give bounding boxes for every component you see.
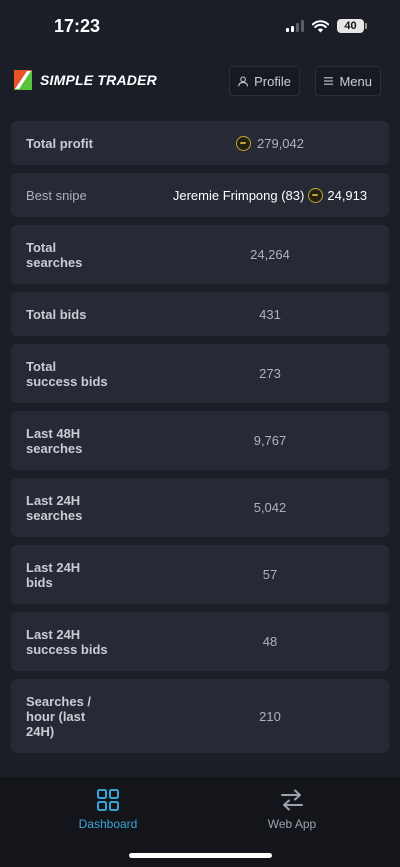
menu-label: Menu — [339, 73, 372, 89]
app-header: SIMPLE TRADER Profile Menu — [0, 54, 400, 108]
stat-total-bids: Total bids 431 — [11, 292, 389, 336]
stat-value-text: 279,042 — [257, 135, 304, 151]
nav-dashboard[interactable]: Dashboard — [48, 789, 168, 831]
nav-web-app-label: Web App — [267, 817, 317, 831]
stat-label: Last 24H bids — [26, 559, 81, 590]
stat-last-24h-searches: Last 24H searches 5,042 — [11, 478, 389, 537]
hamburger-icon — [324, 77, 334, 85]
stat-value: 210 — [259, 708, 281, 724]
cellular-signal-icon — [286, 20, 304, 32]
nav-dashboard-label: Dashboard — [78, 817, 138, 831]
stat-value: 431 — [259, 306, 281, 322]
stat-label: Total searches — [26, 239, 83, 270]
stat-label: Searches / hour (last 24H) — [26, 693, 92, 739]
status-time: 17:23 — [54, 16, 101, 36]
stat-last-24h-bids: Last 24H bids 57 — [11, 545, 389, 604]
stat-label: Best snipe — [26, 187, 87, 203]
stat-searches-per-hour: Searches / hour (last 24H) 210 — [11, 679, 389, 753]
menu-button[interactable]: Menu — [315, 66, 381, 96]
stat-last-24h-success-bids: Last 24H success bids 48 — [11, 612, 389, 671]
swap-arrows-icon — [281, 789, 303, 811]
brand-name: SIMPLE TRADER — [40, 72, 157, 88]
profile-label: Profile — [254, 73, 291, 89]
logo-icon — [14, 70, 32, 90]
stat-last-48h-searches: Last 48H searches 9,767 — [11, 411, 389, 470]
profile-button[interactable]: Profile — [229, 66, 300, 96]
nav-web-app[interactable]: Web App — [232, 789, 352, 831]
stat-label: Last 24H searches — [26, 492, 83, 523]
coin-icon — [308, 187, 324, 203]
coin-icon — [236, 135, 251, 151]
home-indicator — [129, 853, 272, 858]
status-bar: 17:23 40 — [0, 0, 400, 54]
stat-value: Jeremie Frimpong (83) 24,913 — [151, 187, 389, 203]
status-icons: 40 — [286, 19, 367, 33]
stat-total-success-bids: Total success bids 273 — [11, 344, 389, 403]
stat-value-text: 24,913 — [327, 187, 368, 203]
stat-label: Total profit — [26, 135, 93, 151]
dashboard-icon — [97, 789, 119, 811]
bottom-nav: Dashboard Web App — [0, 777, 400, 867]
stat-value: 57 — [262, 567, 278, 582]
stat-total-searches: Total searches 24,264 — [11, 225, 389, 284]
best-snipe-player: Jeremie Frimpong (83) — [172, 187, 305, 203]
stat-value: 24,264 — [250, 247, 290, 262]
stat-value: 273 — [259, 366, 281, 381]
stat-value: 9,767 — [253, 433, 287, 448]
user-icon — [238, 76, 248, 86]
stat-value: 279,042 — [151, 135, 389, 151]
stat-value: 5,042 — [253, 500, 287, 515]
stat-label: Last 48H searches — [26, 425, 83, 456]
stat-value: 48 — [262, 634, 278, 649]
brand[interactable]: SIMPLE TRADER — [12, 68, 157, 92]
stat-label: Last 24H success bids — [26, 626, 108, 657]
stat-best-snipe: Best snipe Jeremie Frimpong (83) 24,913 — [11, 173, 389, 217]
battery-icon: 40 — [337, 19, 367, 33]
stat-label: Total success bids — [26, 358, 108, 389]
stat-total-profit: Total profit 279,042 — [11, 121, 389, 165]
stat-label: Total bids — [26, 306, 87, 322]
wifi-icon — [312, 19, 329, 32]
